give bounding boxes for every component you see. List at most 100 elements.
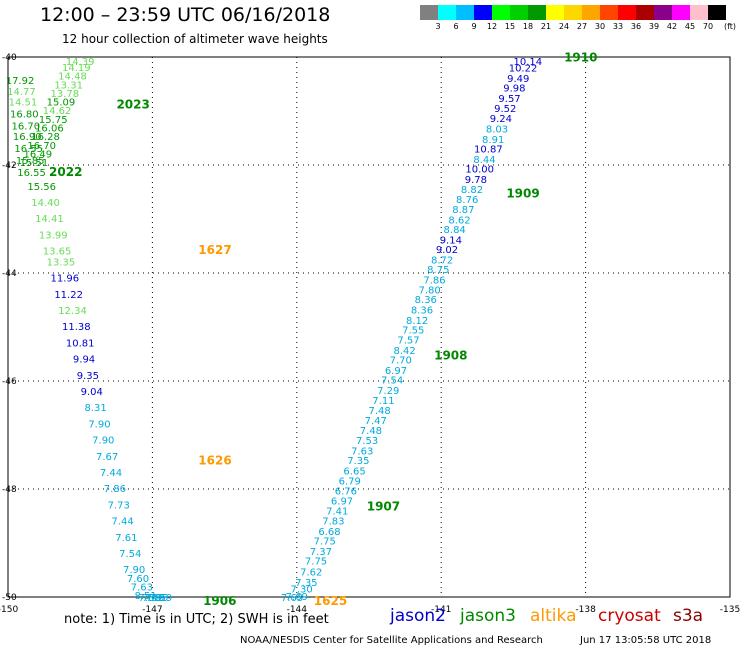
- legend-s3a: s3a: [673, 606, 704, 626]
- wave-height-label: 7.63: [351, 446, 373, 457]
- footnote: note: 1) Time is in UTC; 2) SWH is in fe…: [64, 612, 329, 627]
- wave-height-label: 7.59: [150, 593, 172, 604]
- wave-height-label: 7.63: [131, 583, 153, 594]
- wave-height-label: 9.02: [436, 245, 458, 256]
- colorbar-swatch: [654, 5, 672, 20]
- wave-height-label: 14.48: [58, 72, 87, 83]
- colorbar-label: 3: [435, 22, 441, 31]
- wave-height-label: 10.87: [474, 145, 503, 156]
- colorbar-swatch: [564, 5, 582, 20]
- wave-height-label: 9.52: [494, 104, 516, 115]
- track-time-label: 1908: [434, 348, 467, 362]
- legend-altika: altika: [530, 606, 577, 626]
- wave-height-label: 17.92: [6, 76, 35, 87]
- wave-height-label: 7.54: [381, 376, 403, 387]
- wave-height-label: 7.86: [104, 484, 126, 495]
- wave-height-label: 6.65: [343, 466, 365, 477]
- wave-height-label: 8.91: [482, 135, 504, 146]
- lon-tick-label: -150: [0, 605, 18, 615]
- legend-cryosat: cryosat: [598, 606, 661, 626]
- legend-jason2: jason2: [390, 606, 446, 626]
- wave-height-label: 9.78: [465, 175, 487, 186]
- wave-height-label: 14.39: [66, 57, 95, 68]
- wave-height-label: 13.99: [39, 230, 68, 241]
- wave-height-label: 16.55: [14, 144, 43, 155]
- wave-height-label: 8.82: [461, 185, 483, 196]
- wave-height-label: 9.98: [503, 84, 525, 95]
- lat-tick-label: -40: [2, 53, 17, 63]
- wave-height-label: 7.90: [92, 436, 114, 447]
- colorbar-swatch: [672, 5, 690, 20]
- lon-tick-label: -138: [575, 605, 596, 615]
- lat-tick-label: -48: [2, 485, 17, 495]
- wave-height-label: 16.70: [11, 121, 40, 132]
- track-time-label: 1909: [506, 186, 539, 200]
- wave-height-label: 7.60: [127, 574, 149, 585]
- wave-height-label: 7.67: [96, 452, 118, 463]
- colorbar-label: 33: [612, 22, 624, 31]
- wave-height-label: 6.79: [339, 477, 361, 488]
- wave-height-label: 13.31: [54, 80, 83, 91]
- wave-height-label: 8.72: [431, 255, 453, 266]
- lat-tick-label: -50: [2, 593, 17, 603]
- wave-height-label: 15.09: [47, 98, 76, 109]
- wave-height-label: 7.44: [100, 468, 122, 479]
- wave-height-label: 9.04: [81, 387, 103, 398]
- wave-height-label: 13.35: [47, 257, 76, 268]
- wave-height-label: 16.06: [35, 124, 64, 135]
- map-title: 12:00 – 23:59 UTC 06/16/2018: [40, 4, 331, 26]
- wave-height-label: 14.40: [31, 198, 60, 209]
- wave-height-label: 12.34: [58, 306, 87, 317]
- wave-height-label: 16.80: [10, 109, 39, 120]
- wave-height-label: 8.87: [452, 205, 474, 216]
- map-frame: [7, 56, 731, 598]
- wave-height-label: 8.12: [406, 316, 428, 327]
- wave-height-label: 14.77: [7, 87, 36, 98]
- wave-height-label: 7.55: [402, 325, 424, 336]
- track-time-label: 1906: [203, 594, 236, 608]
- colorbar-swatch: [456, 5, 474, 20]
- wave-height-label: 7.47: [365, 416, 387, 427]
- colorbar-swatch: [510, 5, 528, 20]
- wave-height-label: 7.90: [88, 419, 110, 430]
- wave-height-label: 7.90: [123, 565, 145, 576]
- wave-height-label: 10.00: [465, 165, 494, 176]
- colorbar-label: 21: [540, 22, 552, 31]
- wave-height-label: 14.41: [35, 214, 64, 225]
- wave-height-label: 7.86: [423, 275, 445, 286]
- colorbar-label: 12: [486, 22, 498, 31]
- wave-height-label: 7.63: [281, 593, 303, 604]
- colorbar-label: 18: [522, 22, 534, 31]
- wave-height-label: 11.38: [62, 322, 91, 333]
- colorbar-label: 36: [630, 22, 642, 31]
- colorbar-swatch: [708, 5, 726, 20]
- wave-height-label: 7.41: [326, 506, 348, 517]
- wave-height-label: 7.48: [360, 426, 382, 437]
- wave-height-label: 13.78: [50, 89, 79, 100]
- colorbar-swatch: [600, 5, 618, 20]
- generation-timestamp: Jun 17 13:05:58 UTC 2018: [580, 635, 712, 646]
- wave-height-label: 6.97: [331, 497, 353, 508]
- lon-tick-label: -135: [720, 605, 740, 615]
- wave-height-label: 7.62: [300, 567, 322, 578]
- colorbar-swatch: [636, 5, 654, 20]
- colorbar-swatch: [582, 5, 600, 20]
- map-subtitle: 12 hour collection of altimeter wave hei…: [62, 32, 328, 46]
- wave-height-label: 7.75: [305, 557, 327, 568]
- wave-height-label: 7.57: [397, 336, 419, 347]
- lon-tick-label: -147: [142, 605, 162, 615]
- colorbar-swatch: [690, 5, 708, 20]
- wave-height-label: 7.89: [142, 593, 164, 604]
- wave-height-label: 7.95: [146, 593, 168, 604]
- wave-height-label: 7.69: [286, 592, 308, 603]
- wave-height-label: 16.90: [13, 132, 42, 143]
- wave-height-label: 8.84: [444, 225, 466, 236]
- wave-height-label: 14.62: [43, 106, 72, 117]
- wave-height-label: 16.55: [17, 168, 46, 179]
- wave-height-label: 7.11: [372, 396, 394, 407]
- wave-height-label: 10.14: [514, 57, 543, 68]
- lat-tick-label: -44: [2, 269, 17, 279]
- wave-height-label: 8.03: [486, 125, 508, 136]
- wave-height-label: 8.44: [473, 155, 495, 166]
